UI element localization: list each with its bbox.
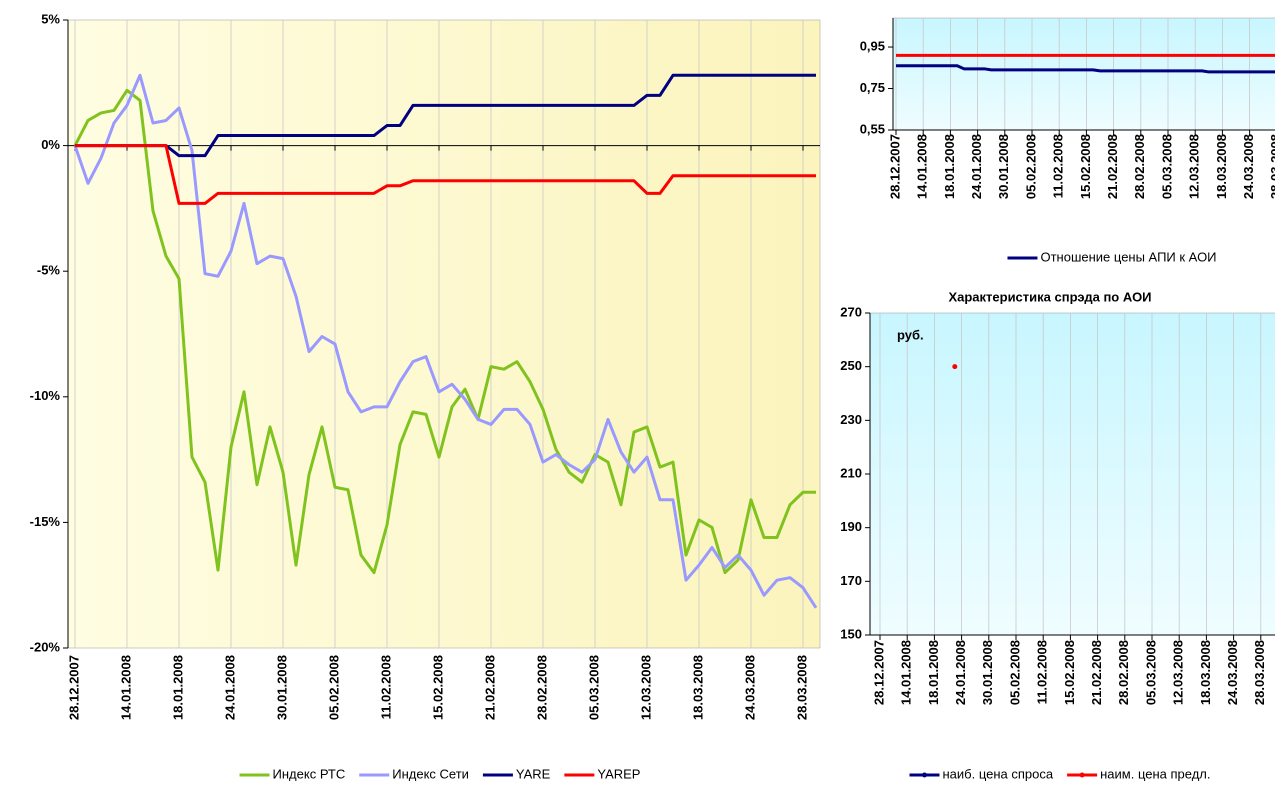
x-tick-label: 15.02.2008 <box>430 655 445 720</box>
series-line <box>75 144 816 205</box>
x-tick-label: 28.12.2007 <box>66 655 81 720</box>
x-tick-label: 11.02.2008 <box>1051 134 1066 198</box>
x-tick-label: 14.01.2008 <box>915 134 930 199</box>
x-tick-label: 14.01.2008 <box>118 655 133 720</box>
x-tick-label: 24.03.2008 <box>742 655 757 720</box>
legend-label: YARE <box>516 766 551 781</box>
y-tick-label: 0,55 <box>860 121 885 136</box>
x-tick-label: 30.01.2008 <box>980 640 995 705</box>
y-tick-label: 5% <box>41 11 60 26</box>
x-tick-label: 11.02.2008 <box>1035 640 1050 704</box>
legend: наиб. цена спроса наим. цена предл. <box>909 766 1211 781</box>
y-tick-label: 150 <box>840 626 862 641</box>
legend: Отношение цены АПИ к АОИ <box>1007 249 1217 264</box>
legend-label: наим. цена предл. <box>1100 766 1210 781</box>
x-tick-label: 15.02.2008 <box>1078 134 1093 199</box>
y-tick-label: -5% <box>37 263 61 278</box>
x-tick-label: 05.03.2008 <box>1159 134 1174 199</box>
x-tick-label: 11.02.2008 <box>378 655 393 719</box>
x-tick-label: 24.01.2008 <box>222 655 237 720</box>
x-tick-label: 18.03.2008 <box>1214 134 1229 199</box>
x-tick-label: 28.02.2008 <box>1132 134 1147 199</box>
y-tick-label: -15% <box>30 514 61 529</box>
x-tick-label: 18.01.2008 <box>926 640 941 705</box>
x-tick-label: 15.02.2008 <box>1062 640 1077 705</box>
x-tick-label: 12.03.2008 <box>638 655 653 720</box>
x-tick-label: 24.01.2008 <box>953 640 968 705</box>
x-tick-label: 30.01.2008 <box>996 134 1011 199</box>
y-tick-label: -20% <box>30 639 61 654</box>
x-tick-label: 05.02.2008 <box>1007 640 1022 705</box>
x-tick-label: 28.12.2007 <box>887 134 902 199</box>
series-line <box>73 73 818 609</box>
chart-title: Характеристика спрэда по АОИ <box>948 289 1151 304</box>
series-line <box>896 64 1275 74</box>
legend-marker <box>1079 772 1085 778</box>
x-tick-label: 28.02.2008 <box>1116 640 1131 705</box>
series-line <box>73 88 816 575</box>
x-tick-label: 05.02.2008 <box>326 655 341 720</box>
y-tick-label: 190 <box>840 519 862 534</box>
x-tick-label: 05.03.2008 <box>1143 640 1158 705</box>
x-tick-label: 28.02.2008 <box>534 655 549 720</box>
legend-label: Индекс РТС <box>273 766 346 781</box>
y-tick-label: 250 <box>840 358 862 373</box>
x-tick-label: 18.01.2008 <box>942 134 957 199</box>
x-tick-label: 12.03.2008 <box>1187 134 1202 199</box>
legend: Индекс РТС Индекс Сети YARE YAREP <box>239 766 640 781</box>
x-tick-label: 21.02.2008 <box>482 655 497 720</box>
point <box>952 364 958 370</box>
x-tick-label: 28.03.2008 <box>794 655 809 720</box>
y-tick-label: 0,75 <box>860 80 885 95</box>
x-tick-label: 05.02.2008 <box>1023 134 1038 199</box>
legend-label: YAREP <box>597 766 640 781</box>
x-tick-label: 24.01.2008 <box>969 134 984 199</box>
y-tick-label: -10% <box>30 388 61 403</box>
legend-label: наиб. цена спроса <box>942 766 1053 781</box>
x-tick-label: 28.12.2007 <box>871 640 886 705</box>
plot-area <box>67 19 821 649</box>
y-tick-label: 0% <box>41 137 60 152</box>
annotation: руб. <box>897 327 924 342</box>
legend-marker <box>921 772 927 778</box>
series-line <box>75 73 816 158</box>
x-tick-label: 24.03.2008 <box>1225 640 1240 705</box>
x-tick-label: 18.03.2008 <box>690 655 705 720</box>
plot-area <box>869 312 1275 636</box>
x-tick-label: 21.02.2008 <box>1105 134 1120 199</box>
y-tick-label: 0,95 <box>860 38 885 53</box>
x-tick-label: 28.03.2008 <box>1268 134 1275 199</box>
x-tick-label: 14.01.2008 <box>899 640 914 705</box>
x-tick-label: 18.01.2008 <box>170 655 185 720</box>
x-tick-label: 30.01.2008 <box>274 655 289 720</box>
x-tick-label: 24.03.2008 <box>1241 134 1256 199</box>
x-tick-label: 28.03.2008 <box>1252 640 1267 705</box>
plot-area <box>892 17 1275 131</box>
y-tick-label: 230 <box>840 412 862 427</box>
y-tick-label: 270 <box>840 304 862 319</box>
x-tick-label: 18.03.2008 <box>1198 640 1213 705</box>
x-tick-label: 05.03.2008 <box>586 655 601 720</box>
y-tick-label: 210 <box>840 465 862 480</box>
x-tick-label: 12.03.2008 <box>1171 640 1186 705</box>
y-tick-label: 170 <box>840 573 862 588</box>
x-tick-label: 21.02.2008 <box>1089 640 1104 705</box>
legend-label: Отношение цены АПИ к АОИ <box>1040 249 1216 264</box>
legend-label: Индекс Сети <box>392 766 469 781</box>
